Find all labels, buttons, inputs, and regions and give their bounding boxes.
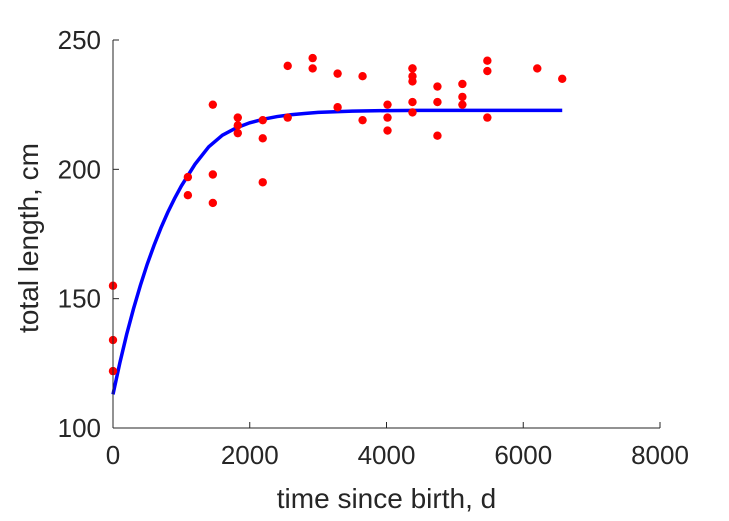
data-point (308, 64, 317, 73)
data-point (483, 113, 492, 122)
data-point (458, 100, 467, 109)
x-tick-label: 2000 (221, 440, 279, 470)
x-tick-label: 6000 (494, 440, 552, 470)
data-point (483, 56, 492, 65)
data-point (408, 64, 417, 73)
x-axis-label: time since birth, d (277, 483, 496, 514)
data-point (258, 134, 267, 143)
data-point (283, 61, 292, 71)
data-point (258, 178, 267, 187)
data-point (358, 115, 367, 125)
data-point (308, 53, 317, 63)
data-point (433, 131, 442, 140)
data-points (108, 53, 567, 376)
data-point (183, 172, 193, 182)
x-tick-label: 8000 (631, 440, 689, 470)
data-point (233, 121, 242, 130)
data-point (533, 64, 542, 73)
data-point (458, 79, 467, 89)
data-point (208, 198, 218, 208)
y-tick-label: 200 (58, 154, 101, 184)
y-tick-label: 150 (58, 284, 101, 314)
x-tick-label: 4000 (358, 440, 416, 470)
data-point (233, 113, 242, 122)
y-axis-label: total length, cm (13, 143, 44, 333)
data-point (458, 92, 467, 102)
data-point (558, 74, 567, 84)
data-point (408, 108, 417, 117)
data-point (333, 103, 342, 112)
data-point (183, 191, 193, 200)
data-point (383, 113, 392, 122)
data-point (383, 100, 392, 109)
x-tick-label: 0 (106, 440, 120, 470)
data-point (233, 128, 242, 138)
data-point (383, 126, 392, 135)
data-point (433, 82, 442, 91)
fit-curve (111, 108, 563, 395)
y-tick-label: 250 (58, 25, 101, 55)
data-point (483, 66, 492, 76)
data-point (408, 97, 417, 107)
data-point (208, 100, 218, 109)
x-ticks: 0 2000 4000 6000 8000 (106, 422, 689, 470)
data-point (333, 69, 342, 78)
data-point (433, 97, 442, 107)
data-point (283, 113, 292, 122)
data-point (358, 72, 367, 81)
y-tick-label: 100 (58, 413, 101, 443)
data-point (408, 77, 417, 86)
y-ticks: 100 150 200 250 (58, 25, 119, 443)
data-point (208, 170, 218, 179)
data-point (258, 115, 267, 125)
